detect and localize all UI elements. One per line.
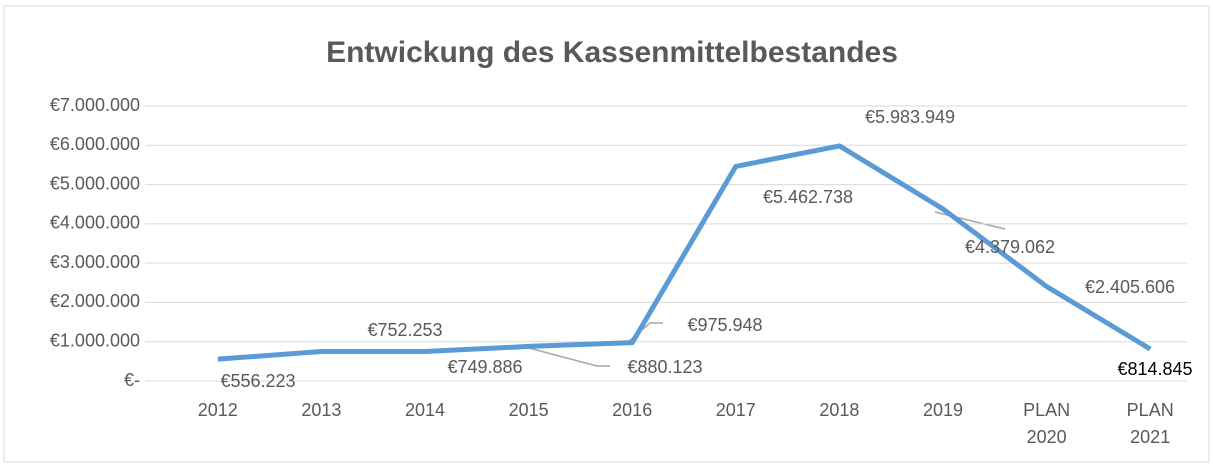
x-tick-label: 2013 (301, 400, 342, 420)
data-label: €749.886 (447, 357, 522, 377)
data-label: €2.405.606 (1085, 277, 1175, 297)
data-label: €752.253 (367, 320, 442, 340)
x-tick-label: 2018 (819, 400, 860, 420)
y-tick-label: €4.000.000 (50, 213, 140, 233)
leader-line (934, 211, 1006, 230)
x-tick-label: 2019 (922, 400, 964, 420)
data-line (217, 143, 1152, 362)
x-tick-label: 2015 (508, 400, 549, 420)
x-tick-label: 2017 (715, 400, 756, 420)
x-tick-label: 2014 (404, 400, 446, 420)
y-tick-label: €1.000.000 (50, 330, 140, 350)
y-tick-label: €7.000.000 (50, 95, 140, 115)
leader-line (524, 346, 610, 367)
data-label: €4.379.062 (965, 237, 1055, 257)
data-label: €975.948 (687, 315, 762, 335)
x-tick-label: 2016 (612, 400, 653, 420)
y-tick-label: €2.000.000 (50, 291, 140, 311)
y-tick-label: €5.000.000 (50, 173, 140, 193)
data-label: €814.845 (1117, 359, 1192, 379)
x-tick-label: 2012 (197, 400, 238, 420)
x-tick-label: PLAN 2021 (1126, 400, 1174, 447)
data-label: €880.123 (627, 357, 702, 377)
data-label: €5.462.738 (763, 187, 853, 207)
data-label: €556.223 (220, 371, 295, 391)
x-tick-label: PLAN 2020 (1023, 400, 1071, 447)
y-tick-label: €6.000.000 (50, 134, 140, 154)
chart-border (3, 5, 1210, 463)
y-tick-label: €3.000.000 (50, 252, 140, 272)
chart-title: Entwickung des Kassenmittelbestandes (326, 36, 898, 69)
y-tick-label: €- (124, 370, 140, 390)
data-label: €5.983.949 (865, 107, 955, 127)
